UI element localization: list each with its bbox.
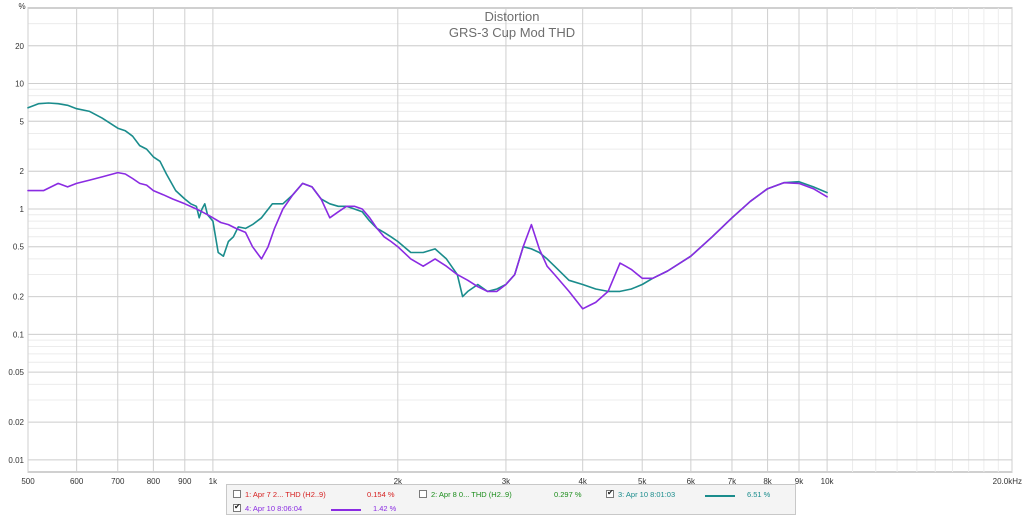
y-tick-label: 2 bbox=[20, 167, 25, 176]
y-tick-label: 0.2 bbox=[13, 293, 25, 302]
legend-label-3: 3: Apr 10 8:01:03 bbox=[618, 489, 676, 499]
legend-label-2: 2: Apr 8 0... THD (H2..9) bbox=[431, 489, 512, 499]
x-tick-label: 8k bbox=[763, 477, 772, 486]
x-tick-label: 5k bbox=[638, 477, 647, 486]
x-tick-label: 7k bbox=[728, 477, 737, 486]
x-tick-label: 600 bbox=[70, 477, 84, 486]
legend-item-2[interactable]: 2: Apr 8 0... THD (H2..9) bbox=[419, 488, 512, 500]
y-tick-label: 0.1 bbox=[13, 330, 25, 339]
legend-swatch-3 bbox=[705, 495, 735, 497]
x-tick-label: 10k bbox=[821, 477, 835, 486]
x-tick-label: 6k bbox=[687, 477, 696, 486]
x-tick-label: 1k bbox=[209, 477, 218, 486]
legend-value-4: 1.42 % bbox=[373, 504, 397, 513]
y-tick-label: 0.02 bbox=[8, 418, 24, 427]
legend-checkbox-2[interactable] bbox=[419, 490, 427, 498]
series-line-3 bbox=[27, 102, 828, 298]
y-unit-label: % bbox=[18, 2, 25, 11]
legend-value-3: 6.51 % bbox=[747, 490, 771, 499]
x-tick-label: 900 bbox=[178, 477, 192, 486]
y-tick-label: 5 bbox=[20, 117, 25, 126]
series-line-4 bbox=[27, 171, 828, 310]
y-tick-label: 1 bbox=[20, 205, 25, 214]
x-tick-label: 2k bbox=[394, 477, 403, 486]
legend-checkbox-1[interactable] bbox=[233, 490, 241, 498]
chart-subtitle: GRS-3 Cup Mod THD bbox=[449, 25, 575, 40]
legend-checkbox-4[interactable] bbox=[233, 502, 241, 512]
legend-value-1: 0.154 % bbox=[367, 490, 395, 499]
plot-area bbox=[27, 7, 1013, 473]
y-tick-label: 0.5 bbox=[13, 243, 25, 252]
legend-label-4: 4: Apr 10 8:06:04 bbox=[245, 503, 303, 513]
legend-swatch-4 bbox=[331, 509, 361, 511]
legend-label-1: 1: Apr 7 2... THD (H2..9) bbox=[245, 489, 326, 499]
y-tick-label: 0.01 bbox=[8, 456, 24, 465]
x-tick-label: 4k bbox=[578, 477, 587, 486]
x-tick-label: 500 bbox=[21, 477, 35, 486]
legend-bar: 1: Apr 7 2... THD (H2..9) 0.154 % 2: Apr… bbox=[226, 484, 796, 515]
y-tick-label: 20 bbox=[15, 42, 24, 51]
legend-value-2: 0.297 % bbox=[554, 490, 582, 499]
x-tick-label: 20.0kHz bbox=[993, 477, 1022, 486]
legend-item-3[interactable]: 3: Apr 10 8:01:03 bbox=[606, 488, 675, 500]
legend-item-4[interactable]: 4: Apr 10 8:06:04 bbox=[233, 502, 302, 514]
x-tick-label: 800 bbox=[147, 477, 161, 486]
legend-checkbox-3[interactable] bbox=[606, 488, 614, 498]
y-tick-label: 0.05 bbox=[8, 368, 24, 377]
legend-item-1[interactable]: 1: Apr 7 2... THD (H2..9) bbox=[233, 488, 326, 500]
x-tick-label: 700 bbox=[111, 477, 125, 486]
chart-title: Distortion bbox=[485, 9, 540, 24]
y-tick-label: 10 bbox=[15, 80, 24, 89]
x-tick-label: 9k bbox=[795, 477, 804, 486]
x-tick-label: 3k bbox=[502, 477, 511, 486]
